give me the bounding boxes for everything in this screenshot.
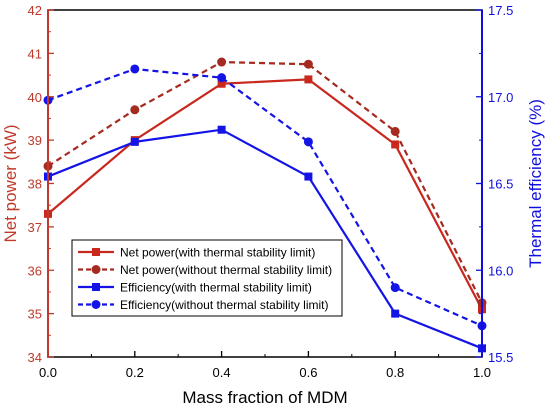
data-point bbox=[217, 125, 226, 134]
data-point bbox=[391, 140, 400, 149]
data-point bbox=[130, 137, 139, 146]
y-right-tick-label: 15.5 bbox=[488, 350, 513, 365]
y-right-tick-label: 16.5 bbox=[488, 177, 513, 192]
y-left-tick-label: 42 bbox=[28, 3, 42, 18]
series-layer bbox=[43, 57, 487, 353]
y-left-tick-label: 38 bbox=[28, 177, 42, 192]
data-point bbox=[303, 137, 313, 147]
data-point bbox=[390, 126, 400, 136]
legend-entry-4: Efficiency(without thermal stability lim… bbox=[78, 298, 329, 312]
y-right-tick-label: 17.0 bbox=[488, 90, 513, 105]
y-left-tick-label: 36 bbox=[28, 263, 42, 278]
data-point bbox=[304, 75, 313, 84]
x-tick-label: 0.0 bbox=[39, 365, 57, 380]
data-point bbox=[303, 59, 313, 69]
x-tick-label: 1.0 bbox=[473, 365, 491, 380]
y-left-tick-label: 40 bbox=[28, 90, 42, 105]
legend-marker-swatch bbox=[92, 248, 100, 256]
series-2 bbox=[43, 57, 487, 308]
series-line bbox=[47, 128, 483, 350]
x-axis-title: Mass fraction of MDM bbox=[182, 388, 347, 407]
legend-marker-swatch bbox=[91, 265, 101, 274]
data-point bbox=[304, 172, 313, 181]
series-line bbox=[47, 60, 483, 304]
y-left-tick-label: 35 bbox=[28, 307, 42, 322]
y-left-tick-label: 39 bbox=[28, 133, 42, 148]
x-tick-label: 0.2 bbox=[126, 365, 144, 380]
legend-label: Efficiency(without thermal stability lim… bbox=[120, 298, 329, 312]
y-right-axis-title: Thermal efficiency (%) bbox=[526, 99, 545, 268]
y-left-tick-label: 37 bbox=[28, 220, 42, 235]
y-left-tick-label: 34 bbox=[28, 350, 42, 365]
y-left-tick-label: 41 bbox=[28, 46, 42, 61]
legend-label: Net power(without thermal stability limi… bbox=[120, 263, 332, 277]
y-right-tick-label: 16.0 bbox=[488, 263, 513, 278]
legend: Net power(with thermal stability limit) N… bbox=[71, 239, 343, 317]
data-point bbox=[217, 73, 227, 83]
data-point bbox=[130, 105, 140, 115]
axes-layer: 0.0 0.2 0.4 0.6 0.8 1.0 34 35 36 37 38 39 40 41 42 15.5… bbox=[1, 3, 545, 407]
legend-label: Net power(with thermal stability limit) bbox=[120, 246, 315, 260]
data-point bbox=[217, 79, 226, 88]
x-tick-label: 0.4 bbox=[213, 365, 231, 380]
x-tick-label: 0.8 bbox=[386, 365, 404, 380]
legend-label: Efficiency(with thermal stability limit) bbox=[120, 281, 312, 295]
legend-box bbox=[71, 239, 343, 317]
legend-entry-2: Net power(without thermal stability limi… bbox=[78, 263, 332, 277]
legend-entry-3: Efficiency(with thermal stability limit) bbox=[78, 281, 312, 295]
series-line bbox=[47, 67, 483, 327]
y-right-tick-label: 17.5 bbox=[488, 3, 513, 18]
y-left-axis-title: Net power (kW) bbox=[1, 124, 20, 242]
data-point bbox=[390, 283, 400, 293]
legend-entry-1: Net power(with thermal stability limit) bbox=[78, 246, 315, 260]
series-line bbox=[47, 78, 483, 310]
legend-marker-swatch bbox=[91, 300, 101, 309]
data-point bbox=[391, 309, 400, 318]
data-point bbox=[130, 64, 140, 74]
x-tick-label: 0.6 bbox=[299, 365, 317, 380]
data-point bbox=[217, 57, 227, 67]
legend-marker-swatch bbox=[92, 283, 100, 291]
